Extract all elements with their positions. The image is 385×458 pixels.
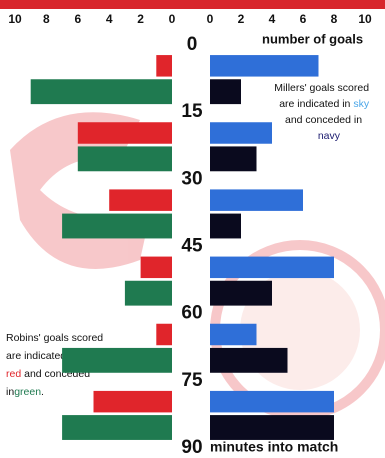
- note-text: are indicated in: [6, 350, 77, 362]
- x-tick-label: 4: [269, 12, 276, 26]
- bar: [210, 347, 288, 373]
- bar: [210, 146, 257, 172]
- bar: [210, 415, 334, 440]
- bin-label: 90: [181, 437, 202, 458]
- note-text: red: [6, 368, 21, 380]
- bar: [210, 79, 241, 105]
- x-tick-label: 6: [74, 12, 81, 26]
- axis-label: number of goals: [262, 31, 363, 46]
- note-text: Robins' goals scored: [6, 332, 103, 344]
- bar: [62, 415, 172, 440]
- bar: [77, 146, 172, 172]
- x-tick-label: 2: [137, 12, 144, 26]
- note-text: green: [14, 386, 41, 398]
- bin-label: 15: [181, 101, 203, 122]
- x-tick-label: 2: [238, 12, 245, 26]
- bar: [210, 323, 257, 346]
- bin-label: 0: [187, 34, 198, 55]
- bar: [210, 122, 272, 144]
- bar: [124, 280, 172, 306]
- bar: [77, 122, 172, 144]
- bar: [30, 79, 173, 105]
- note-text: and conceded in: [285, 114, 362, 126]
- bar: [62, 347, 172, 373]
- x-tick-label: 0: [207, 12, 214, 26]
- x-tick-label: 10: [8, 12, 22, 26]
- bin-label: 60: [181, 303, 202, 324]
- bin-label: 30: [181, 168, 202, 189]
- bar: [210, 189, 303, 211]
- title-banner: [0, 0, 385, 9]
- bar: [156, 55, 172, 77]
- bar: [156, 323, 172, 346]
- x-tick-label: 8: [43, 12, 50, 26]
- bar: [210, 280, 272, 306]
- x-tick-label: 10: [358, 12, 372, 26]
- note-text: navy: [318, 130, 341, 142]
- x-tick-label: 6: [300, 12, 307, 26]
- bin-label: 45: [181, 236, 203, 257]
- note-text: sky: [353, 98, 370, 110]
- bar: [140, 256, 172, 279]
- bar: [62, 213, 172, 239]
- bar: [210, 390, 334, 413]
- bin-label: 75: [181, 370, 203, 391]
- bar: [210, 55, 319, 77]
- bar: [210, 256, 334, 279]
- bar: [93, 390, 172, 413]
- bar: [210, 213, 241, 239]
- note-text: Millers' goals scored: [274, 82, 369, 94]
- annotation: Millers' goals scored are indicated in s…: [274, 82, 372, 142]
- x-tick-label: 4: [106, 12, 113, 26]
- axis-label: minutes into match: [210, 439, 338, 455]
- note-text: .: [41, 386, 44, 398]
- x-tick-label: 8: [331, 12, 338, 26]
- x-tick-label: 0: [169, 12, 176, 26]
- note-text: are indicated in: [279, 98, 353, 110]
- bar: [109, 189, 172, 211]
- note-text: in: [6, 386, 14, 398]
